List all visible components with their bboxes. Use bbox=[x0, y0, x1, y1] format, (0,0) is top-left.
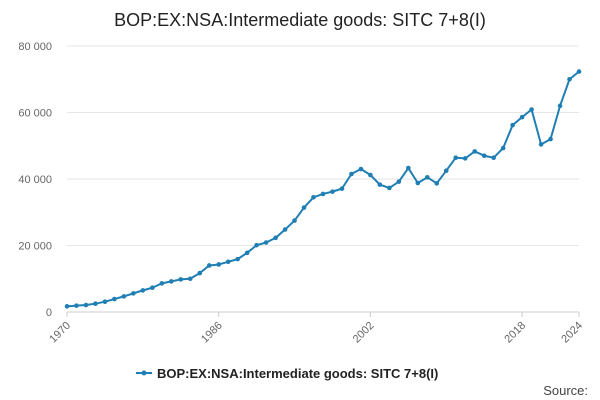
data-point[interactable] bbox=[510, 122, 515, 128]
data-point[interactable] bbox=[358, 166, 364, 172]
source-label: Source: bbox=[543, 383, 588, 398]
series-layer bbox=[64, 69, 582, 309]
data-point[interactable] bbox=[235, 256, 240, 262]
legend-label: BOP:EX:NSA:Intermediate goods: SITC 7+8(… bbox=[157, 366, 438, 381]
data-point[interactable] bbox=[102, 299, 108, 304]
data-point[interactable] bbox=[453, 155, 459, 161]
data-point[interactable] bbox=[576, 69, 582, 74]
data-point[interactable] bbox=[472, 149, 478, 154]
series-line bbox=[66, 70, 580, 308]
data-point[interactable] bbox=[339, 186, 345, 191]
data-point[interactable] bbox=[462, 156, 468, 161]
data-point[interactable] bbox=[140, 288, 146, 293]
data-point[interactable] bbox=[349, 171, 354, 177]
y-tick-label: 80 000 bbox=[18, 41, 52, 53]
legend: BOP:EX:NSA:Intermediate goods: SITC 7+8(… bbox=[136, 366, 438, 381]
data-point[interactable] bbox=[131, 291, 136, 296]
data-point[interactable] bbox=[187, 276, 193, 282]
data-point[interactable] bbox=[74, 303, 79, 308]
data-point[interactable] bbox=[424, 175, 430, 180]
data-point[interactable] bbox=[244, 250, 250, 256]
data-point[interactable] bbox=[159, 281, 165, 286]
data-point[interactable] bbox=[225, 259, 231, 265]
grid bbox=[67, 45, 579, 246]
data-point[interactable] bbox=[273, 235, 278, 241]
data-point[interactable] bbox=[415, 180, 421, 186]
x-tick-label: 1986 bbox=[199, 320, 225, 346]
x-axis-ticks: 1970 1986 2002 2018 2024 bbox=[47, 312, 585, 345]
data-point[interactable] bbox=[83, 302, 89, 308]
data-point[interactable] bbox=[93, 301, 98, 306]
data-point[interactable] bbox=[330, 189, 335, 194]
data-point[interactable] bbox=[254, 242, 259, 248]
data-point[interactable] bbox=[197, 270, 203, 276]
x-tick-label: 2002 bbox=[351, 320, 377, 346]
data-point[interactable] bbox=[263, 240, 269, 245]
data-point[interactable] bbox=[434, 181, 440, 186]
legend-swatch-dot bbox=[141, 370, 147, 376]
y-axis: 0 20 000 40 000 60 000 80 000 bbox=[18, 41, 52, 319]
data-point[interactable] bbox=[377, 182, 383, 187]
x-tick-label: 2024 bbox=[559, 320, 585, 346]
y-tick-label: 20 000 bbox=[18, 241, 52, 253]
data-point[interactable] bbox=[567, 76, 572, 82]
data-point[interactable] bbox=[529, 107, 534, 112]
data-point[interactable] bbox=[368, 172, 373, 178]
data-point[interactable] bbox=[500, 145, 506, 151]
data-point[interactable] bbox=[491, 155, 496, 161]
y-tick-label: 40 000 bbox=[18, 174, 52, 186]
data-point[interactable] bbox=[206, 263, 212, 268]
data-point[interactable] bbox=[216, 262, 222, 267]
data-point[interactable] bbox=[292, 218, 297, 223]
data-point[interactable] bbox=[557, 103, 563, 109]
data-point[interactable] bbox=[396, 179, 402, 184]
data-point[interactable] bbox=[538, 142, 544, 147]
y-tick-label: 60 000 bbox=[18, 108, 52, 120]
data-point[interactable] bbox=[443, 168, 449, 173]
data-point[interactable] bbox=[112, 296, 117, 302]
data-point[interactable] bbox=[320, 191, 326, 197]
data-point[interactable] bbox=[178, 277, 184, 282]
data-point[interactable] bbox=[481, 153, 487, 159]
data-point[interactable] bbox=[282, 227, 288, 232]
x-tick-label: 1970 bbox=[47, 320, 73, 346]
data-point[interactable] bbox=[168, 279, 174, 284]
data-point[interactable] bbox=[406, 165, 411, 171]
data-point[interactable] bbox=[150, 285, 155, 291]
data-point[interactable] bbox=[301, 205, 307, 210]
y-tick-label: 0 bbox=[46, 307, 52, 319]
data-point[interactable] bbox=[121, 294, 127, 299]
data-point[interactable] bbox=[64, 304, 70, 309]
x-tick-label: 2018 bbox=[502, 320, 528, 346]
data-point[interactable] bbox=[548, 136, 553, 142]
data-point[interactable] bbox=[387, 185, 392, 191]
chart-title: BOP:EX:NSA:Intermediate goods: SITC 7+8(… bbox=[114, 10, 486, 30]
data-point[interactable] bbox=[311, 194, 316, 200]
data-point[interactable] bbox=[519, 114, 525, 120]
